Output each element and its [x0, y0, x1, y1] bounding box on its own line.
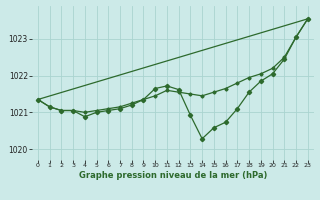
X-axis label: Graphe pression niveau de la mer (hPa): Graphe pression niveau de la mer (hPa)	[79, 171, 267, 180]
